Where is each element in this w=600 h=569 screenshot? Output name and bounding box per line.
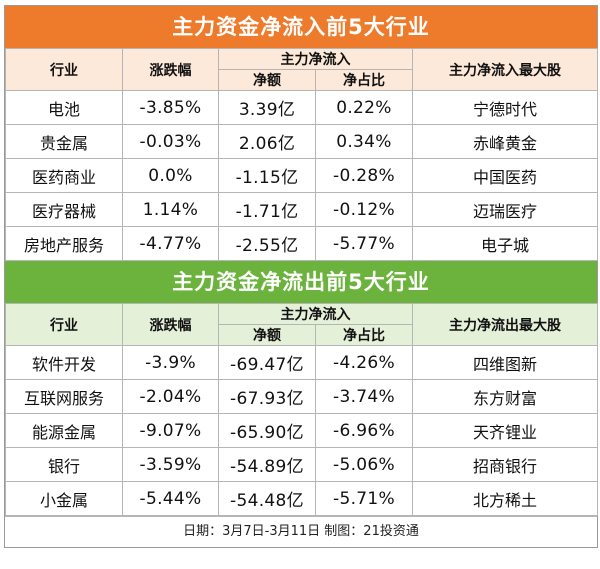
industry-cell: 房地产服务 <box>5 226 123 261</box>
top-stock-cell: 东方财富 <box>412 379 598 414</box>
net-ratio-cell: -5.77% <box>315 226 413 261</box>
outflow-header-industry: 行业 <box>5 303 123 346</box>
change-cell: -0.03% <box>122 124 219 159</box>
industry-cell: 小金属 <box>5 481 123 516</box>
top-stock-cell: 中国医药 <box>412 158 598 193</box>
net-amount-cell: -1.71亿 <box>218 192 316 227</box>
net-ratio-cell: -6.96% <box>315 413 413 448</box>
outflow-table: 行业 涨跌幅 主力净流入 主力净流出最大股 净额 净占比 软件开发 -3.9% … <box>5 303 598 516</box>
net-ratio-cell: 0.34% <box>315 124 413 159</box>
industry-cell: 能源金属 <box>5 413 123 448</box>
table-row: 软件开发 -3.9% -69.47亿 -4.26% 四维图新 <box>5 345 598 380</box>
change-cell: -3.85% <box>122 90 219 125</box>
outflow-header-change: 涨跌幅 <box>122 303 219 346</box>
industry-cell: 医药商业 <box>5 158 123 193</box>
table-row: 贵金属 -0.03% 2.06亿 0.34% 赤峰黄金 <box>5 124 598 159</box>
net-ratio-cell: -5.06% <box>315 447 413 482</box>
industry-cell: 软件开发 <box>5 345 123 380</box>
inflow-header-net-group: 主力净流入 <box>218 48 413 70</box>
inflow-header-industry: 行业 <box>5 48 123 91</box>
change-cell: -2.04% <box>122 379 219 414</box>
source-footer: 日期：3月7日-3月11日 制图：21投资通 <box>5 516 597 547</box>
net-ratio-cell: -4.26% <box>315 345 413 380</box>
inflow-table: 行业 涨跌幅 主力净流入 主力净流入最大股 净额 净占比 电池 -3.85% 3… <box>5 48 598 261</box>
industry-cell: 银行 <box>5 447 123 482</box>
industry-cell: 互联网服务 <box>5 379 123 414</box>
table-row: 能源金属 -9.07% -65.90亿 -6.96% 天齐锂业 <box>5 413 598 448</box>
top-stock-cell: 北方稀土 <box>412 481 598 516</box>
net-amount-cell: 2.06亿 <box>218 124 316 159</box>
net-amount-cell: -69.47亿 <box>218 345 316 380</box>
net-amount-cell: -54.89亿 <box>218 447 316 482</box>
top-stock-cell: 迈瑞医疗 <box>412 192 598 227</box>
table-row: 医疗器械 1.14% -1.71亿 -0.12% 迈瑞医疗 <box>5 192 598 227</box>
change-cell: -3.9% <box>122 345 219 380</box>
top-stock-cell: 电子城 <box>412 226 598 261</box>
industry-cell: 医疗器械 <box>5 192 123 227</box>
inflow-header-top-stock: 主力净流入最大股 <box>412 48 598 91</box>
change-cell: 0.0% <box>122 158 219 193</box>
net-amount-cell: -2.55亿 <box>218 226 316 261</box>
outflow-title: 主力资金净流出前5大行业 <box>5 261 597 303</box>
top-stock-cell: 招商银行 <box>412 447 598 482</box>
net-amount-cell: -67.93亿 <box>218 379 316 414</box>
net-ratio-cell: 0.22% <box>315 90 413 125</box>
table-row: 房地产服务 -4.77% -2.55亿 -5.77% 电子城 <box>5 226 598 261</box>
top-stock-cell: 四维图新 <box>412 345 598 380</box>
fund-flow-infographic: 主力资金净流入前5大行业 行业 涨跌幅 主力净流入 主力净流入最大股 净额 净占… <box>4 5 598 548</box>
outflow-header-net-group: 主力净流入 <box>218 303 413 325</box>
net-ratio-cell: -0.28% <box>315 158 413 193</box>
net-amount-cell: -54.48亿 <box>218 481 316 516</box>
net-ratio-cell: -3.74% <box>315 379 413 414</box>
net-amount-cell: 3.39亿 <box>218 90 316 125</box>
table-row: 银行 -3.59% -54.89亿 -5.06% 招商银行 <box>5 447 598 482</box>
net-amount-cell: -1.15亿 <box>218 158 316 193</box>
table-row: 互联网服务 -2.04% -67.93亿 -3.74% 东方财富 <box>5 379 598 414</box>
change-cell: -3.59% <box>122 447 219 482</box>
industry-cell: 电池 <box>5 90 123 125</box>
industry-cell: 贵金属 <box>5 124 123 159</box>
inflow-title: 主力资金净流入前5大行业 <box>5 6 597 48</box>
inflow-header-change: 涨跌幅 <box>122 48 219 91</box>
top-stock-cell: 赤峰黄金 <box>412 124 598 159</box>
table-row: 小金属 -5.44% -54.48亿 -5.71% 北方稀土 <box>5 481 598 516</box>
inflow-header-net-ratio: 净占比 <box>315 69 413 91</box>
net-ratio-cell: -0.12% <box>315 192 413 227</box>
net-amount-cell: -65.90亿 <box>218 413 316 448</box>
top-stock-cell: 天齐锂业 <box>412 413 598 448</box>
outflow-header-top-stock: 主力净流出最大股 <box>412 303 598 346</box>
top-stock-cell: 宁德时代 <box>412 90 598 125</box>
net-ratio-cell: -5.71% <box>315 481 413 516</box>
inflow-header-net-amount: 净额 <box>218 69 316 91</box>
table-row: 医药商业 0.0% -1.15亿 -0.28% 中国医药 <box>5 158 598 193</box>
change-cell: 1.14% <box>122 192 219 227</box>
outflow-header-net-amount: 净额 <box>218 324 316 346</box>
change-cell: -9.07% <box>122 413 219 448</box>
outflow-header-net-ratio: 净占比 <box>315 324 413 346</box>
change-cell: -5.44% <box>122 481 219 516</box>
table-row: 电池 -3.85% 3.39亿 0.22% 宁德时代 <box>5 90 598 125</box>
change-cell: -4.77% <box>122 226 219 261</box>
